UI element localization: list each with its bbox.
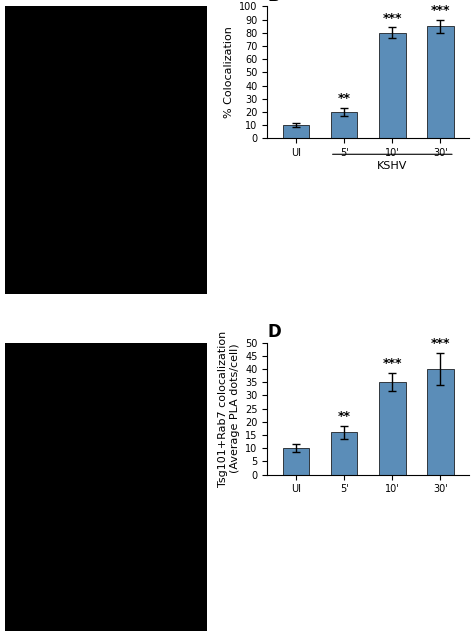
Text: **: ** [338,410,351,423]
Text: ***: *** [383,357,402,370]
Y-axis label: % Colocalization: % Colocalization [224,27,234,118]
Bar [283,448,310,475]
Bar [331,433,357,475]
Text: **: ** [338,92,351,105]
Y-axis label: Tsg101+Rab7 colocalization
(Average PLA dots/cell): Tsg101+Rab7 colocalization (Average PLA … [218,331,239,487]
Bar [427,26,454,138]
Bar [379,382,406,475]
Bar [379,32,406,138]
Bar [331,112,357,138]
Text: ***: *** [431,4,450,17]
Text: ***: *** [383,12,402,25]
Text: D: D [267,323,281,341]
Text: KSHV: KSHV [377,161,408,171]
Bar [283,125,310,138]
Text: ***: *** [431,338,450,350]
Bar [427,369,454,475]
Text: B: B [267,0,280,5]
